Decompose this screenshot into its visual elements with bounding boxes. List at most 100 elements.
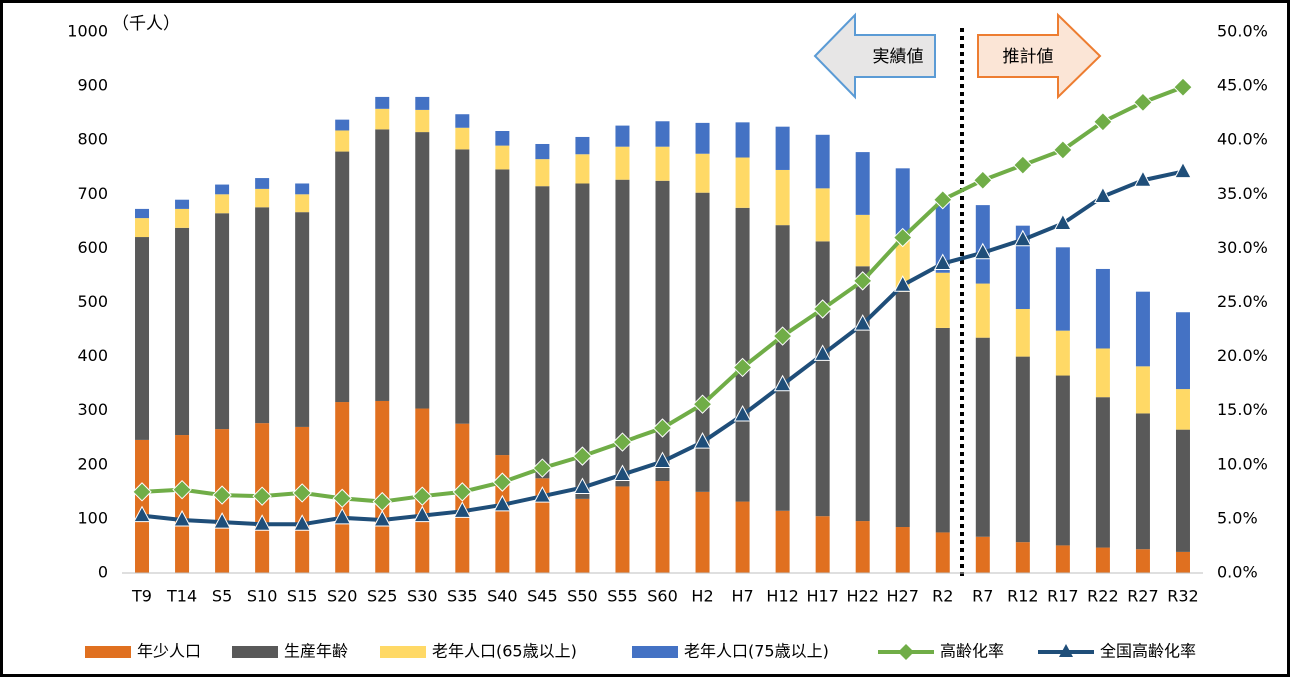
bar	[495, 169, 510, 456]
marker	[813, 344, 832, 361]
legend-marker	[898, 644, 914, 660]
y2-tick-label: 35.0%	[1217, 184, 1268, 203]
bar	[935, 272, 950, 328]
bar	[1015, 542, 1030, 573]
marker	[292, 483, 312, 503]
bar	[775, 126, 790, 170]
bar	[895, 236, 910, 292]
bar	[415, 109, 430, 133]
bar	[415, 96, 430, 110]
bar	[895, 168, 910, 237]
bar	[695, 491, 710, 573]
bar	[1095, 268, 1110, 349]
bar	[175, 435, 190, 573]
bar	[215, 184, 230, 195]
bar	[335, 119, 350, 131]
bar	[975, 283, 990, 338]
legend-label: 老年人口(75歳以上)	[684, 642, 829, 661]
bar	[935, 532, 950, 573]
bar	[975, 536, 990, 573]
bar	[975, 337, 990, 537]
marker	[453, 501, 472, 518]
bar	[375, 96, 390, 109]
marker	[973, 242, 992, 260]
x-tick-label: H2	[691, 587, 713, 606]
bar	[1015, 356, 1030, 543]
y-tick-label: 300	[77, 400, 108, 419]
marker	[533, 486, 552, 503]
marker	[893, 227, 913, 248]
y-unit-label: （千人）	[112, 14, 180, 34]
bar	[855, 521, 870, 573]
x-tick-label: S50	[567, 587, 598, 606]
marker	[413, 505, 432, 523]
marker	[773, 374, 792, 392]
x-tick-label: S15	[287, 587, 318, 606]
x-tick-label: H22	[846, 587, 878, 606]
bar	[455, 149, 470, 424]
actual-arrow	[813, 12, 936, 100]
marker	[852, 271, 873, 291]
bar	[335, 151, 350, 403]
x-tick-label: S40	[487, 587, 518, 606]
bar	[935, 327, 950, 533]
bar	[495, 145, 510, 170]
y2-tick-label: 20.0%	[1217, 346, 1268, 365]
bar	[695, 153, 710, 193]
legend-marker	[1059, 644, 1073, 657]
bar	[855, 266, 870, 522]
bar	[175, 199, 190, 209]
bar	[735, 157, 750, 208]
bar	[575, 183, 590, 499]
marker	[653, 451, 672, 469]
marker	[373, 509, 392, 527]
bar	[175, 208, 190, 228]
y2-tick-label: 0.0%	[1217, 563, 1258, 582]
marker	[1093, 112, 1113, 132]
marker	[1053, 140, 1073, 160]
marker	[933, 190, 953, 210]
marker	[853, 314, 872, 331]
bar	[655, 180, 670, 482]
marker	[572, 446, 593, 466]
bar	[175, 227, 190, 436]
bar	[215, 194, 230, 214]
marker	[452, 482, 473, 502]
bar	[775, 225, 790, 511]
x-tick-label: R2	[932, 587, 953, 606]
bar	[815, 516, 830, 573]
x-tick-label: H17	[806, 587, 838, 606]
marker	[693, 432, 712, 449]
bar	[575, 136, 590, 155]
bar	[335, 402, 350, 573]
y-tick-label: 200	[77, 454, 108, 473]
x-tick-label: R27	[1127, 587, 1158, 606]
bar	[615, 125, 630, 147]
marker	[933, 253, 952, 271]
bar	[135, 218, 150, 238]
marker	[1013, 229, 1032, 247]
bar	[1015, 308, 1030, 357]
bar	[375, 129, 390, 401]
legend-label: 老年人口(65歳以上)	[432, 642, 577, 661]
bar	[255, 207, 270, 424]
marker	[253, 514, 271, 531]
bar	[1175, 389, 1190, 430]
bar	[295, 194, 310, 213]
bar	[655, 481, 670, 573]
bar	[1095, 547, 1110, 573]
y-tick-label: 800	[77, 130, 108, 149]
y-tick-label: 400	[77, 346, 108, 365]
marker	[772, 326, 793, 346]
marker	[973, 170, 993, 190]
bar	[815, 188, 830, 242]
marker	[493, 494, 512, 512]
bar	[815, 134, 830, 189]
marker	[293, 514, 311, 531]
x-tick-label: H27	[887, 587, 919, 606]
marker	[732, 357, 753, 378]
x-tick-label: S20	[327, 587, 358, 606]
marker	[532, 458, 553, 478]
